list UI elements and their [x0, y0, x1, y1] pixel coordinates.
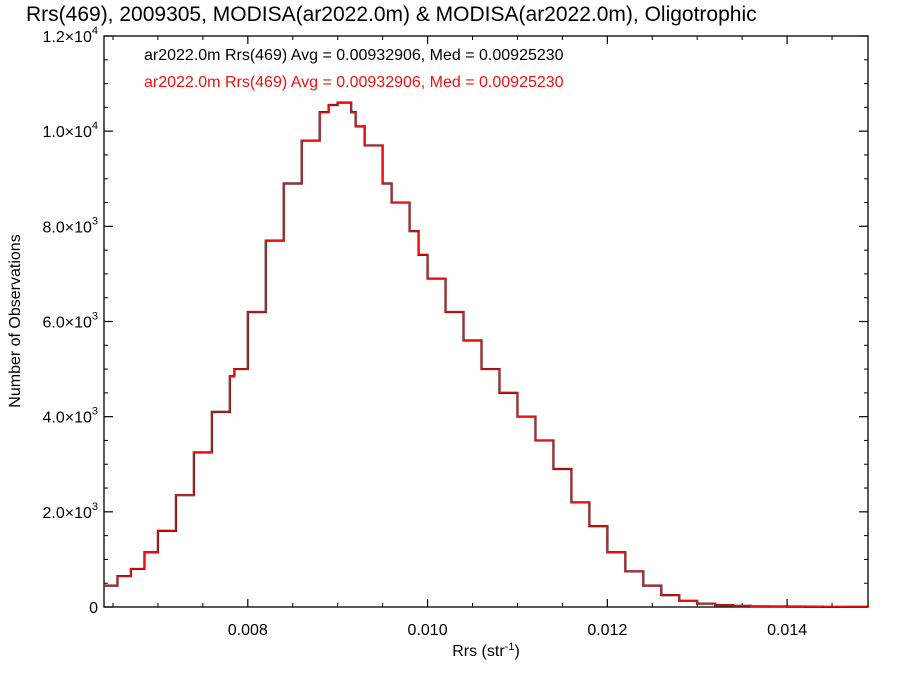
y-tick-label: 4.0×103	[42, 406, 98, 427]
y-tick-label: 8.0×103	[42, 215, 98, 236]
y-tick-label: 2.0×103	[42, 501, 98, 522]
x-tick-label: 0.012	[587, 622, 627, 639]
series-layer	[104, 101, 870, 608]
annotation-text: ar2022.0m Rrs(469) Avg = 0.00932906, Med…	[144, 47, 564, 64]
y-axis-ticks: 0 2.0×103 4.0×103 6.0×103 8.0×103 1.0×104 1.2×…	[42, 25, 868, 617]
plot-frame	[103, 35, 869, 608]
y-tick-label: 1.0×104	[42, 120, 98, 141]
series-line	[104, 101, 869, 608]
chart-title: Rrs(469), 2009305, MODISA(ar2022.0m) & M…	[26, 3, 757, 26]
y-tick-label: 6.0×103	[42, 311, 98, 332]
y-tick-label: 1.2×104	[42, 25, 98, 46]
annotations: ar2022.0m Rrs(469) Avg = 0.00932906, Med…	[144, 47, 564, 91]
x-tick-label: 0.014	[767, 622, 807, 639]
x-axis-label: Rrs (str-1)	[452, 641, 520, 660]
x-tick-label: 0.008	[228, 622, 268, 639]
x-tick-label: 0.010	[408, 622, 448, 639]
x-axis-ticks: 0.008 0.010 0.012 0.014	[112, 36, 833, 639]
y-tick-label: 0	[89, 600, 98, 617]
series-line	[104, 101, 870, 608]
annotation-text: ar2022.0m Rrs(469) Avg = 0.00932906, Med…	[144, 74, 564, 91]
y-axis-label: Number of Observations	[7, 234, 24, 407]
